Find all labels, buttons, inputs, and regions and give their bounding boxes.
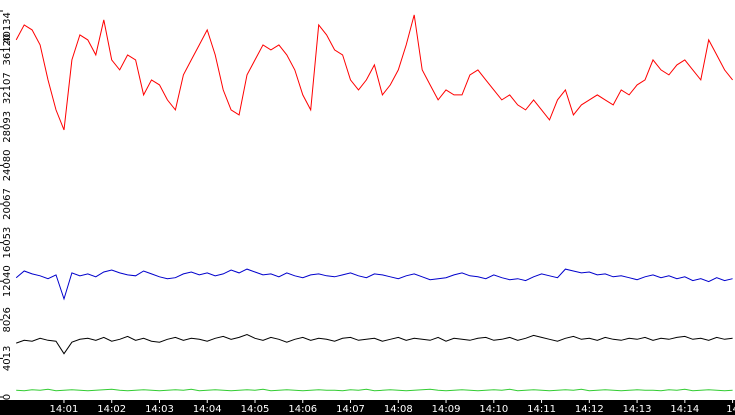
y-tick-label: 12040 — [2, 265, 13, 297]
series-line — [15, 268, 733, 301]
y-tick-label: 16053 — [2, 227, 13, 259]
x-tick-label: 14:01 — [50, 404, 79, 415]
y-tick-label: 20067 — [2, 188, 13, 220]
x-tick-label: 14:08 — [384, 404, 413, 415]
y-tick-label: 8026 — [2, 307, 13, 332]
y-tick-label: 36120 — [2, 34, 13, 66]
y-tick-label: 40134 — [2, 12, 13, 44]
x-tick-label: 14 — [726, 404, 735, 415]
series-line — [16, 333, 733, 355]
x-tick-label: 14:04 — [193, 404, 222, 415]
series-line — [16, 388, 733, 392]
x-tick-label: 14:05 — [241, 404, 270, 415]
x-tick-label: 14:09 — [432, 404, 461, 415]
y-tick-label: 28093 — [2, 111, 13, 143]
x-tick-label: 14:06 — [288, 404, 317, 415]
y-tick-label: 24080 — [2, 149, 13, 181]
x-tick-label: 14:03 — [145, 404, 174, 415]
x-tick-label: 14:14 — [670, 404, 699, 415]
x-tick-label: 14:12 — [575, 404, 604, 415]
y-tick-label: 32107 — [2, 72, 13, 104]
y-tick-label: 0 — [2, 394, 13, 400]
x-axis-bar — [0, 400, 735, 415]
x-tick-label: 14:07 — [336, 404, 365, 415]
x-tick-label: 14:11 — [527, 404, 556, 415]
x-tick-label: 14:13 — [623, 404, 652, 415]
x-tick-label: 14:02 — [97, 404, 126, 415]
y-tick-label: 4013 — [2, 346, 13, 371]
series-line — [15, 14, 733, 131]
x-tick-label: 14:10 — [479, 404, 508, 415]
